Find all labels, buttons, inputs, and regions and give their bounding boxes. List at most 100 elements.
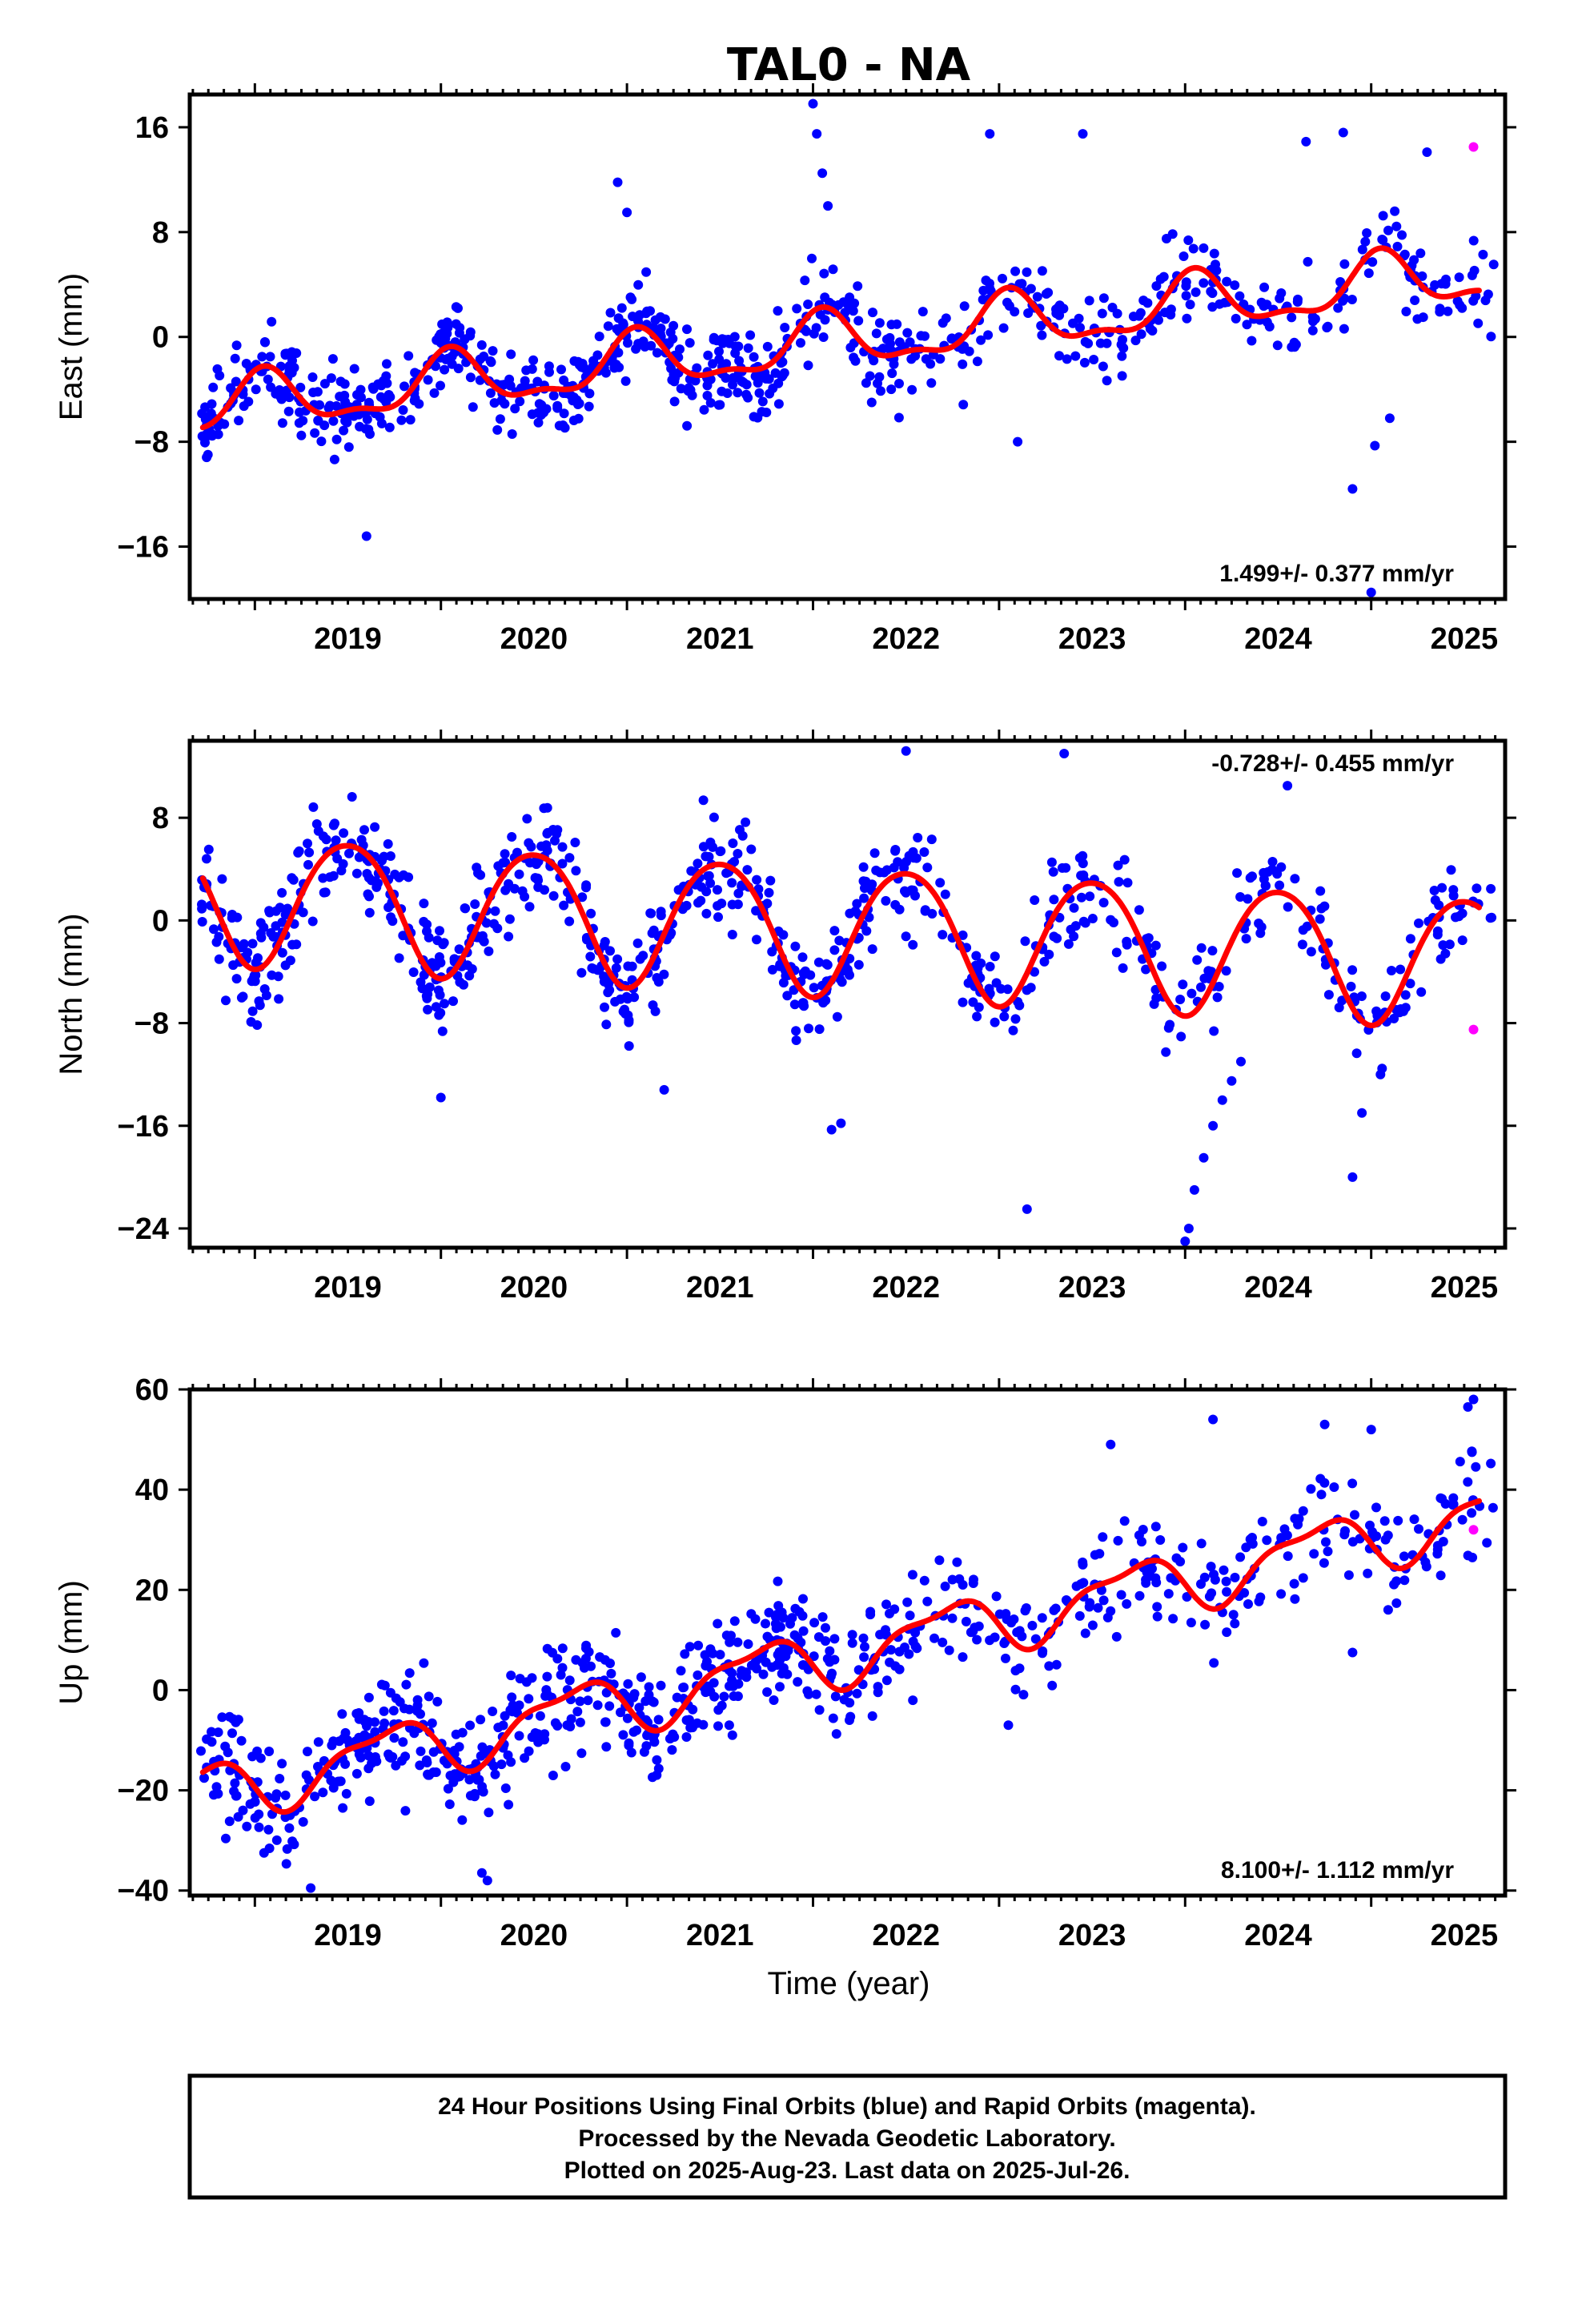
y-axis-label: East (mm) [54, 273, 89, 420]
final-orbit-point [652, 348, 662, 358]
final-orbit-point [1454, 272, 1464, 283]
final-orbit-point [1471, 1462, 1481, 1472]
y-tick-label: 0 [152, 321, 169, 355]
final-orbit-point [1290, 1594, 1300, 1604]
final-orbit-point [1020, 1606, 1030, 1616]
final-orbit-point [1219, 1565, 1229, 1575]
final-orbit-point [404, 351, 414, 361]
final-orbit-point [1030, 967, 1039, 977]
final-orbit-point [1051, 1659, 1062, 1670]
final-orbit-point [298, 1817, 308, 1827]
final-orbit-point [255, 1753, 266, 1763]
final-orbit-point [968, 997, 978, 1007]
outlier-point [1357, 1108, 1367, 1118]
final-orbit-point [385, 1687, 396, 1698]
final-orbit-point [364, 907, 375, 918]
final-orbit-point [845, 908, 855, 919]
outlier-point [1208, 1414, 1219, 1425]
final-orbit-point [271, 1789, 282, 1799]
final-orbit-point [572, 1707, 583, 1717]
y-tick-label: −16 [118, 531, 169, 565]
final-orbit-point [476, 340, 487, 350]
final-orbit-point [1116, 340, 1126, 350]
final-orbit-point [693, 858, 703, 869]
final-orbit-point [612, 954, 623, 964]
final-orbit-point [291, 939, 302, 950]
final-orbit-point [1094, 1549, 1105, 1559]
final-orbit-point [902, 1597, 913, 1607]
final-orbit-point [648, 1000, 658, 1011]
final-orbit-point [990, 951, 1000, 962]
final-orbit-point [647, 1696, 657, 1707]
final-orbit-point [837, 977, 847, 987]
final-orbit-point [1134, 905, 1144, 915]
final-orbit-point [852, 1688, 862, 1699]
final-orbit-point [938, 1637, 948, 1647]
final-orbit-point [1363, 268, 1374, 279]
final-orbit-point [465, 1791, 476, 1801]
final-orbit-point [713, 912, 723, 923]
final-orbit-point [1372, 1011, 1383, 1021]
final-orbit-point [611, 963, 621, 973]
final-orbit-point [524, 1694, 534, 1704]
final-orbit-point [782, 1669, 793, 1679]
final-orbit-point [733, 1679, 744, 1689]
final-orbit-point [934, 1555, 945, 1566]
final-orbit-point [1010, 1684, 1021, 1695]
final-orbit-point [696, 895, 706, 906]
final-orbit-point [611, 1627, 621, 1638]
final-orbit-point [1161, 1047, 1171, 1057]
final-orbit-point [998, 273, 1007, 283]
final-orbit-point [601, 1742, 612, 1752]
final-orbit-point [1196, 943, 1207, 953]
final-orbit-point [926, 834, 937, 845]
final-orbit-point [1245, 873, 1255, 883]
final-orbit-point [1211, 265, 1222, 275]
final-orbit-point [1116, 1590, 1126, 1600]
final-orbit-point [275, 903, 285, 913]
final-orbit-point [874, 372, 885, 382]
final-orbit-point [1315, 914, 1325, 924]
outlier-point [1013, 436, 1023, 447]
final-orbit-point [790, 1603, 801, 1614]
final-orbit-point [296, 430, 307, 440]
final-orbit-point [1356, 991, 1367, 1001]
final-orbit-point [1049, 1605, 1059, 1615]
final-orbit-point [1267, 857, 1278, 866]
final-orbit-point [400, 381, 409, 392]
final-orbit-point [259, 337, 270, 347]
plot-frame [187, 92, 1508, 601]
final-orbit-point [247, 1006, 258, 1016]
final-orbit-point [434, 952, 444, 962]
final-orbit-point [1434, 900, 1444, 911]
final-orbit-point [424, 982, 435, 992]
final-orbit-point [916, 331, 926, 341]
rapid-orbit-point [1468, 1024, 1479, 1035]
x-tick-label: 2019 [314, 1271, 382, 1305]
final-orbit-point [769, 1695, 779, 1705]
final-orbit-point [492, 424, 503, 435]
final-orbit-point [485, 388, 496, 398]
outlier-point [826, 1124, 837, 1135]
final-orbit-point [666, 1733, 677, 1743]
final-orbit-point [398, 931, 408, 941]
final-orbit-point [1026, 283, 1036, 294]
final-orbit-point [1222, 1627, 1232, 1638]
final-orbit-point [838, 297, 849, 308]
final-orbit-point [453, 364, 464, 374]
final-orbit-point [232, 912, 243, 923]
final-orbit-point [709, 1691, 720, 1702]
final-orbit-point [209, 924, 219, 935]
final-orbit-point [693, 1640, 704, 1651]
final-orbit-point [1333, 303, 1343, 313]
final-orbit-point [1102, 376, 1112, 386]
final-orbit-point [813, 957, 824, 967]
final-orbit-point [318, 1787, 328, 1798]
final-orbit-point [343, 442, 354, 452]
final-orbit-point [1463, 1550, 1473, 1561]
final-orbit-point [780, 323, 790, 332]
final-orbit-point [1010, 307, 1020, 317]
final-orbit-point [762, 1687, 773, 1697]
final-orbit-point [601, 1687, 612, 1698]
final-orbit-point [692, 363, 702, 373]
